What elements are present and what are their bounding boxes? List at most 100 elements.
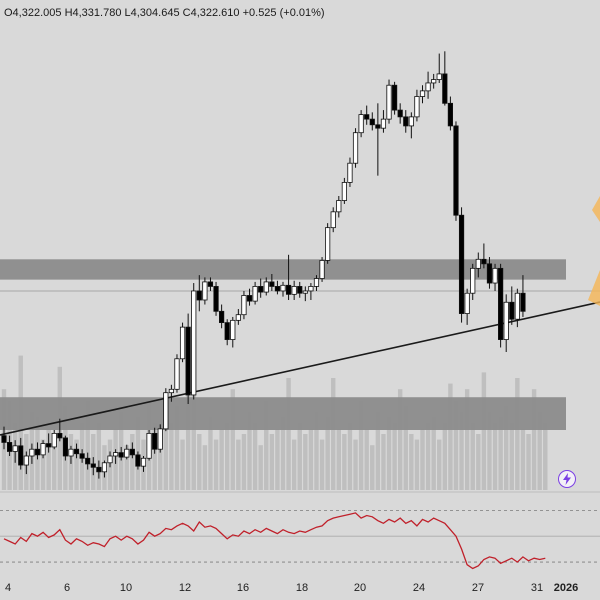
volume-bar (191, 372, 196, 490)
volume-bar (420, 428, 425, 490)
volume-bar (40, 439, 46, 490)
candle-down (129, 448, 135, 456)
candle-down (219, 310, 225, 324)
high-value: H4,331.780 (64, 7, 122, 19)
candle-up (101, 462, 108, 473)
volume-bar (241, 434, 247, 490)
candle-down (118, 452, 124, 458)
candle-down (269, 281, 275, 287)
x-tick-label: 31 (530, 582, 544, 594)
candle-up (492, 267, 498, 284)
candle-down (453, 125, 459, 216)
candle-up (107, 455, 113, 464)
volume-bar (358, 400, 364, 490)
candle-up (514, 292, 520, 320)
zone-1 (0, 259, 566, 280)
volume-bar (459, 411, 464, 490)
candle-down (258, 286, 264, 293)
time-axis[interactable]: 4 6 10 12 16 18 20 24 27 31 2026 (0, 578, 600, 600)
candle-down (6, 442, 13, 452)
candle-up (113, 452, 119, 457)
volume-bar (174, 406, 180, 490)
volume-bar (464, 389, 470, 490)
alert-arrow-icon (588, 270, 600, 306)
volume-bar (269, 434, 275, 490)
volume-bar (381, 434, 386, 490)
candle-up (464, 292, 470, 314)
volume-bar (453, 400, 459, 490)
price-chart[interactable] (0, 0, 600, 578)
candle-down (96, 466, 102, 473)
candle-up (191, 290, 197, 396)
x-tick-label: 16 (236, 582, 250, 594)
candle-up (202, 281, 208, 301)
rsi-line (3, 512, 546, 570)
volume-bar (353, 439, 358, 490)
volume-bar (325, 417, 330, 490)
candle-down (447, 102, 454, 127)
volume-bar (319, 439, 325, 490)
open-value: O4,322.005 (4, 7, 62, 19)
candle-up (140, 457, 147, 467)
candle-up (325, 227, 331, 261)
volume-bar (219, 428, 224, 490)
candle-down (274, 286, 281, 292)
volume-bar (526, 434, 531, 490)
candle-up (414, 96, 420, 118)
candle-down (1, 435, 7, 443)
lightning-bolt-icon[interactable] (558, 470, 576, 488)
candle-down (375, 124, 381, 129)
candle-down (509, 301, 515, 320)
candle-up (40, 443, 46, 456)
candle-down (224, 322, 230, 340)
candle-up (291, 286, 297, 295)
x-tick-label: 12 (178, 582, 192, 594)
candle-down (397, 109, 403, 118)
candle-up (68, 448, 74, 457)
candle-down (369, 118, 375, 126)
candle-down (391, 84, 398, 111)
candle-up (386, 84, 392, 120)
volume-bar (492, 422, 498, 490)
candle-down (246, 295, 253, 302)
volume-bar (448, 383, 453, 490)
volume-bar (370, 445, 375, 490)
candle-down (403, 116, 409, 127)
candle-down (458, 214, 465, 314)
volume-bar (537, 411, 542, 490)
volume-bar (225, 422, 230, 490)
candle-up (308, 286, 314, 292)
volume-bar (442, 422, 448, 490)
candle-down (297, 286, 303, 294)
candle-up (503, 301, 509, 340)
candle-down (185, 326, 191, 396)
volume-bar (197, 434, 202, 490)
ohlc-legend: O4,322.005 H4,331.780 L4,304.645 C4,322.… (4, 7, 325, 19)
volume-bar (180, 439, 185, 490)
volume-bar (520, 428, 526, 490)
candle-up (235, 314, 241, 321)
x-tick-label: 2026 (553, 582, 579, 594)
volume-bar (202, 445, 208, 490)
candle-up (124, 448, 130, 458)
change-value: +0.525 (+0.01%) (242, 7, 325, 19)
candle-up (252, 286, 258, 302)
volume-bar (342, 434, 347, 490)
candle-down (481, 258, 487, 265)
candle-down (442, 73, 448, 104)
volume-bar (264, 400, 269, 490)
candle-down (213, 286, 219, 312)
volume-bar (331, 378, 336, 490)
volume-bar (236, 439, 241, 490)
volume-bar (470, 422, 475, 490)
volume-bar (124, 445, 129, 490)
zone-2 (0, 397, 566, 430)
volume-bar (425, 422, 431, 490)
volume-bar (291, 439, 297, 490)
alert-arrow-icon (592, 196, 600, 222)
volume-bar (130, 434, 135, 490)
candle-up (336, 200, 342, 213)
volume-bar (185, 389, 191, 490)
candle-up (51, 432, 57, 448)
